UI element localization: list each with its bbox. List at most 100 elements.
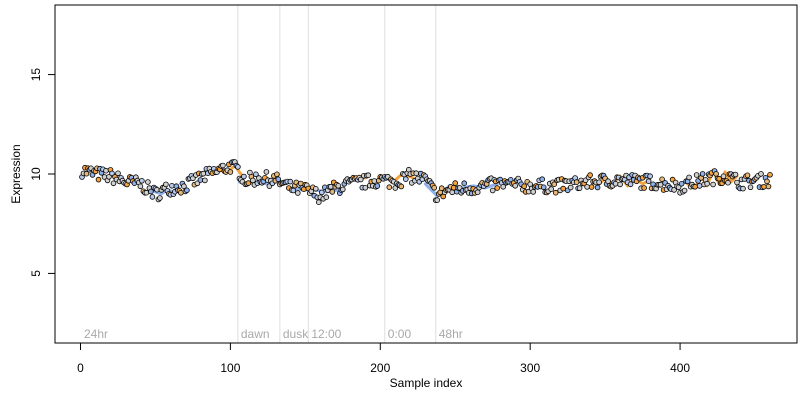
y-tick-label-2: 15 bbox=[29, 68, 43, 82]
data-point bbox=[83, 170, 90, 177]
data-point bbox=[704, 180, 710, 187]
data-point bbox=[596, 179, 602, 186]
data-point bbox=[716, 175, 722, 182]
data-point bbox=[530, 189, 536, 195]
data-point bbox=[512, 183, 518, 189]
data-point bbox=[329, 189, 336, 195]
data-point bbox=[110, 180, 117, 187]
data-point bbox=[692, 184, 698, 190]
data-point bbox=[765, 183, 772, 190]
data-point bbox=[567, 184, 574, 191]
data-point bbox=[678, 181, 685, 187]
data-point bbox=[287, 178, 294, 185]
data-point bbox=[339, 186, 346, 193]
data-point bbox=[312, 186, 319, 192]
x-axis: 0 100 200 300 400 bbox=[77, 342, 690, 375]
data-point bbox=[758, 171, 764, 177]
y-tick-label-0: 5 bbox=[29, 270, 43, 277]
data-point bbox=[220, 162, 226, 169]
vline-label-0: dawn bbox=[241, 327, 270, 341]
data-point bbox=[163, 181, 169, 188]
data-point bbox=[686, 174, 692, 181]
data-point bbox=[489, 187, 496, 194]
data-point bbox=[335, 183, 342, 189]
data-point bbox=[587, 172, 593, 178]
data-point bbox=[137, 183, 144, 190]
data-point bbox=[474, 189, 481, 196]
data-point bbox=[413, 170, 420, 177]
data-point bbox=[659, 176, 665, 183]
data-point bbox=[145, 179, 151, 185]
data-point bbox=[139, 178, 145, 184]
data-point bbox=[149, 194, 156, 200]
data-point bbox=[115, 170, 121, 177]
data-point bbox=[500, 184, 507, 190]
data-point bbox=[235, 164, 241, 170]
data-point bbox=[696, 183, 703, 189]
data-point bbox=[250, 177, 256, 184]
y-axis: 5 10 15 bbox=[29, 68, 56, 277]
data-point bbox=[713, 171, 719, 177]
data-point bbox=[327, 184, 334, 190]
data-points bbox=[79, 159, 773, 206]
data-point bbox=[374, 183, 381, 189]
data-point bbox=[744, 172, 751, 179]
vline-label-4: 48hr bbox=[439, 327, 463, 341]
data-point bbox=[294, 190, 301, 196]
data-point bbox=[671, 187, 677, 193]
data-point bbox=[761, 184, 767, 190]
x-axis-title: Sample index bbox=[390, 376, 463, 390]
data-point bbox=[576, 185, 583, 191]
data-point bbox=[710, 181, 716, 188]
data-point bbox=[227, 169, 234, 175]
data-point bbox=[605, 178, 611, 185]
data-point bbox=[245, 180, 252, 186]
data-point bbox=[386, 184, 393, 191]
data-point bbox=[617, 181, 623, 188]
data-point bbox=[178, 190, 184, 196]
data-point bbox=[438, 185, 445, 192]
data-point bbox=[274, 171, 280, 178]
vertical-markers bbox=[237, 5, 437, 343]
data-point bbox=[253, 171, 259, 178]
data-point bbox=[641, 185, 647, 191]
vline-label-2: 12:00 bbox=[311, 327, 341, 341]
data-point bbox=[357, 176, 364, 183]
x-tick-label-0: 0 bbox=[77, 361, 84, 375]
data-point bbox=[95, 176, 102, 183]
data-point bbox=[573, 179, 580, 185]
data-point bbox=[154, 186, 160, 193]
data-point bbox=[767, 172, 773, 178]
y-axis-title: Expression bbox=[9, 144, 23, 203]
data-point bbox=[560, 185, 566, 192]
data-point bbox=[106, 174, 112, 180]
data-point bbox=[594, 184, 601, 191]
data-point bbox=[732, 171, 739, 178]
x-tick-label-1: 100 bbox=[220, 361, 240, 375]
vline-label-1: dusk bbox=[283, 327, 309, 341]
x-tick-label-2: 200 bbox=[370, 361, 390, 375]
vline-label-3: 0:00 bbox=[388, 327, 412, 341]
data-point bbox=[315, 199, 322, 206]
data-point bbox=[398, 183, 405, 190]
data-point bbox=[699, 171, 706, 177]
data-point bbox=[747, 184, 754, 191]
data-point bbox=[169, 183, 175, 189]
data-point bbox=[371, 178, 378, 184]
data-point bbox=[551, 181, 557, 188]
data-point bbox=[461, 180, 468, 187]
data-point bbox=[109, 170, 115, 177]
x-tick-label-4: 400 bbox=[670, 361, 690, 375]
data-point bbox=[434, 197, 441, 203]
data-point bbox=[681, 187, 688, 194]
data-point bbox=[539, 176, 545, 183]
data-point bbox=[143, 189, 150, 196]
data-point bbox=[552, 189, 559, 196]
data-point bbox=[362, 185, 369, 191]
data-point bbox=[764, 178, 770, 185]
data-point bbox=[647, 173, 653, 180]
data-point bbox=[645, 178, 652, 185]
data-point bbox=[241, 173, 247, 180]
data-point bbox=[627, 181, 634, 188]
